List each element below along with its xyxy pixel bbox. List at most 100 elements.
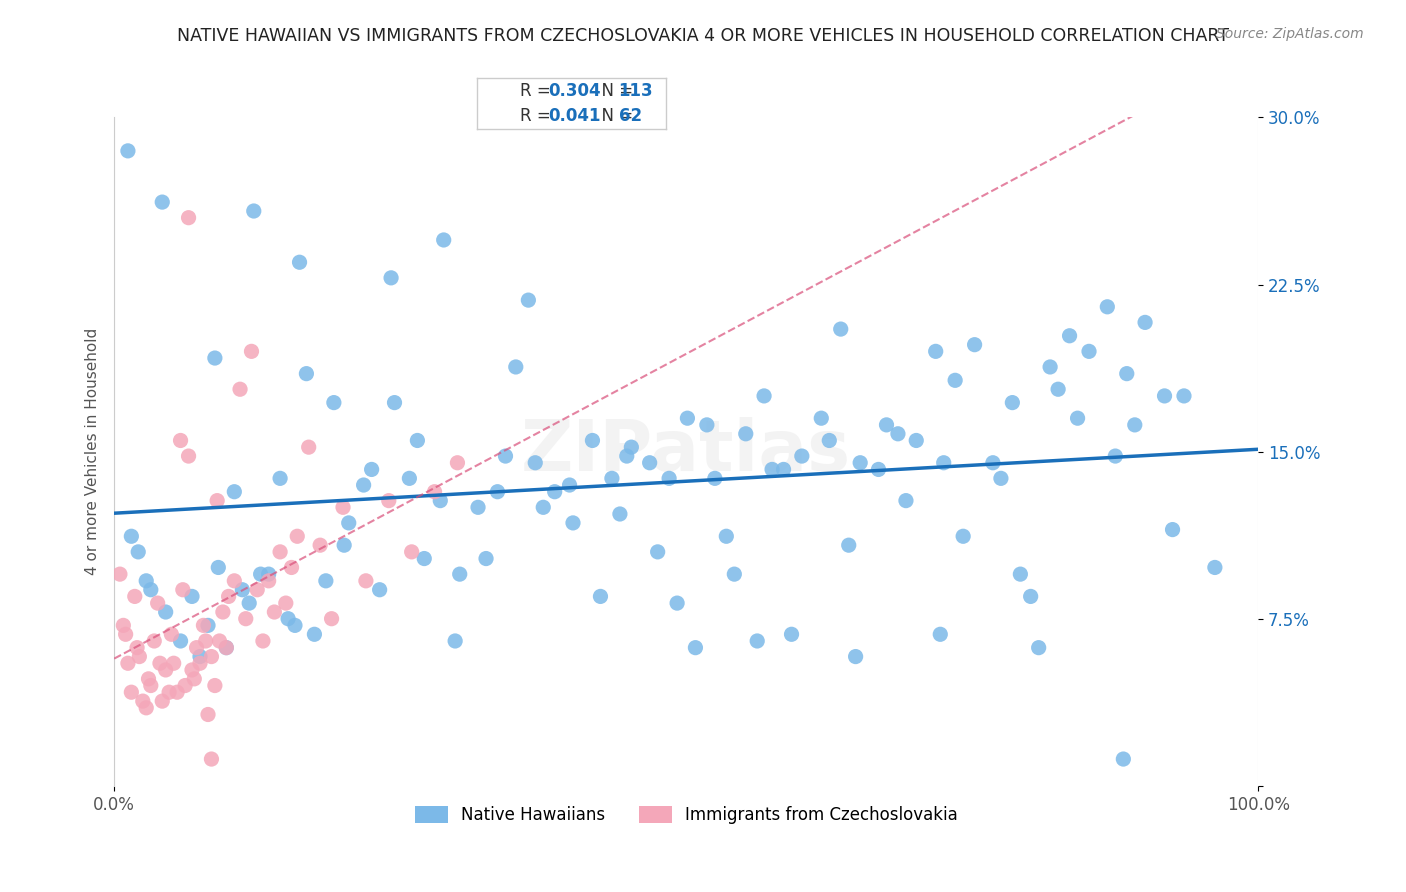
Text: N =: N = xyxy=(591,82,638,100)
Point xyxy=(1010,567,1032,582)
Point xyxy=(609,507,631,521)
Point xyxy=(1115,367,1137,381)
Point xyxy=(188,657,211,671)
Point xyxy=(368,582,391,597)
Text: 0.041: 0.041 xyxy=(548,107,600,125)
Point xyxy=(174,679,197,693)
Point xyxy=(952,529,974,543)
Point xyxy=(353,478,375,492)
Point xyxy=(929,627,952,641)
Point xyxy=(231,582,253,597)
Point xyxy=(845,649,868,664)
Point xyxy=(581,434,603,448)
Point xyxy=(269,471,291,485)
Point xyxy=(505,359,527,374)
Text: N =: N = xyxy=(591,107,638,125)
Point xyxy=(117,144,139,158)
Point xyxy=(1097,300,1119,314)
Point xyxy=(218,590,240,604)
Text: R =: R = xyxy=(520,107,557,125)
Point xyxy=(354,574,377,588)
Text: 62: 62 xyxy=(619,107,641,125)
Point xyxy=(1112,752,1135,766)
Point xyxy=(384,395,406,409)
Point xyxy=(229,382,252,396)
Point xyxy=(193,618,215,632)
Point xyxy=(544,484,567,499)
Point xyxy=(200,649,222,664)
Point xyxy=(963,337,986,351)
Point xyxy=(169,434,191,448)
Point xyxy=(1123,417,1146,432)
Point xyxy=(194,634,217,648)
Point xyxy=(160,627,183,641)
Point xyxy=(876,417,898,432)
Point xyxy=(240,344,263,359)
Point xyxy=(163,657,186,671)
Point xyxy=(135,574,157,588)
Point xyxy=(620,440,643,454)
Point xyxy=(139,582,162,597)
Point xyxy=(224,574,246,588)
Point xyxy=(257,567,280,582)
Point xyxy=(143,634,166,648)
Point xyxy=(304,627,326,641)
Point xyxy=(932,456,955,470)
Point xyxy=(495,449,517,463)
Point xyxy=(108,567,131,582)
Point xyxy=(207,560,229,574)
Point xyxy=(269,545,291,559)
Point xyxy=(1059,328,1081,343)
Point xyxy=(188,649,211,664)
Point xyxy=(1066,411,1088,425)
Point xyxy=(647,545,669,559)
Point xyxy=(177,211,200,225)
Point xyxy=(150,195,173,210)
Point xyxy=(1028,640,1050,655)
Point xyxy=(638,456,661,470)
Point xyxy=(120,529,142,543)
Point xyxy=(257,574,280,588)
Point xyxy=(723,567,745,582)
Point xyxy=(117,657,139,671)
Point xyxy=(238,596,260,610)
Point xyxy=(703,471,725,485)
Point xyxy=(295,367,318,381)
Point xyxy=(467,500,489,515)
Point xyxy=(315,574,337,588)
Point xyxy=(406,434,429,448)
Point xyxy=(423,484,446,499)
Point xyxy=(1133,315,1156,329)
Point xyxy=(112,618,135,632)
Point xyxy=(309,538,332,552)
Point xyxy=(166,685,188,699)
Point xyxy=(212,605,235,619)
Point xyxy=(1047,382,1070,396)
Point xyxy=(125,640,148,655)
Point xyxy=(298,440,321,454)
Point xyxy=(280,560,302,574)
Point xyxy=(676,411,699,425)
Point xyxy=(249,567,271,582)
Point xyxy=(263,605,285,619)
Point xyxy=(475,551,498,566)
Point xyxy=(429,493,451,508)
Point xyxy=(849,456,872,470)
Point xyxy=(887,426,910,441)
Text: 113: 113 xyxy=(619,82,654,100)
Point xyxy=(284,618,307,632)
Point xyxy=(135,701,157,715)
Point xyxy=(868,462,890,476)
Text: NATIVE HAWAIIAN VS IMMIGRANTS FROM CZECHOSLOVAKIA 4 OR MORE VEHICLES IN HOUSEHOL: NATIVE HAWAIIAN VS IMMIGRANTS FROM CZECH… xyxy=(177,27,1229,45)
Point xyxy=(1001,395,1024,409)
Point xyxy=(200,752,222,766)
Point xyxy=(752,389,775,403)
Point xyxy=(186,640,208,655)
Point xyxy=(183,672,205,686)
Point xyxy=(215,640,238,655)
Point xyxy=(413,551,436,566)
Point xyxy=(332,500,354,515)
Point xyxy=(146,596,169,610)
Point xyxy=(524,456,547,470)
Point xyxy=(155,605,177,619)
